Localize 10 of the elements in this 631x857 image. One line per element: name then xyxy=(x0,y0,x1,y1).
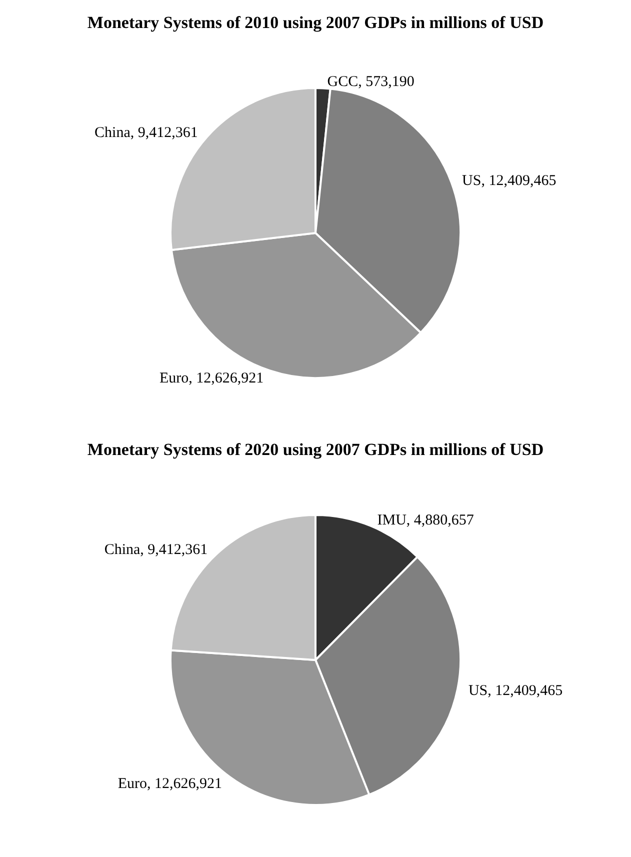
slice-label: US, 12,409,465 xyxy=(462,173,556,190)
slice-label: Euro, 12,626,921 xyxy=(118,776,222,792)
chart-title: Monetary Systems of 2020 using 2007 GDPs in millions of USD xyxy=(87,440,544,459)
slice-label: China, 9,412,361 xyxy=(94,125,198,142)
slice-label: IMU, 4,880,657 xyxy=(377,512,474,528)
slice-label: China, 9,412,361 xyxy=(104,542,208,558)
slice-label: Euro, 12,626,921 xyxy=(159,370,264,386)
slice-label: GCC, 573,190 xyxy=(327,74,414,90)
chart-title: Monetary Systems of 2010 using 2007 GDPs in millions of USD xyxy=(87,13,544,32)
slice-label: US, 12,409,465 xyxy=(468,683,563,700)
